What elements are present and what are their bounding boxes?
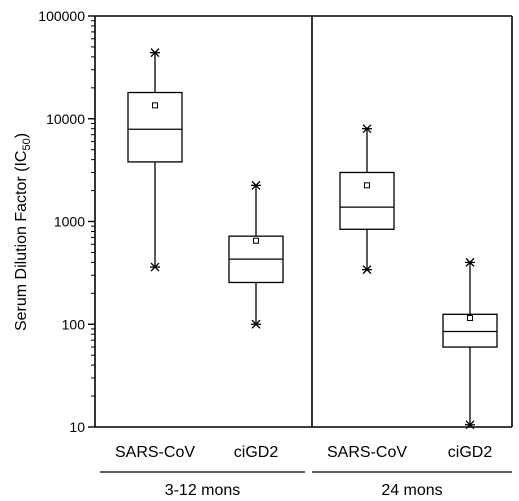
y-tick-label: 1000 (54, 214, 85, 230)
x-axis-labels: SARS-CoV ciGD2 SARS-CoV ciGD2 (115, 444, 492, 461)
boxes (127, 48, 498, 430)
box-2 (228, 180, 284, 329)
mean-marker (467, 315, 473, 322)
group-label: 3-12 mons (165, 482, 241, 499)
mean-marker (152, 102, 158, 109)
x-category-label: SARS-CoV (115, 444, 195, 461)
y-tick-label: 10 (69, 419, 85, 435)
mean-marker (253, 237, 259, 244)
mean-marker (364, 182, 370, 189)
box-1 (127, 48, 183, 272)
y-tick-label: 100 (62, 316, 86, 332)
group-labels: 3-12 mons 24 mons (100, 471, 512, 499)
box-3 (339, 124, 395, 275)
group-label: 24 mons (381, 482, 442, 499)
box-iqr (339, 171, 395, 230)
y-tick-label: 10000 (46, 111, 85, 127)
axes (94, 15, 513, 428)
x-category-label: ciGD2 (448, 444, 493, 461)
x-category-label: SARS-CoV (327, 444, 407, 461)
x-category-label: ciGD2 (234, 444, 279, 461)
box-4 (442, 257, 498, 430)
y-axis-label: Serum Dilution Factor (IC50) (13, 133, 33, 331)
y-tick-label: 100000 (38, 8, 85, 24)
y-axis-ticks: 10 100 1000 10000 100000 (38, 8, 95, 435)
